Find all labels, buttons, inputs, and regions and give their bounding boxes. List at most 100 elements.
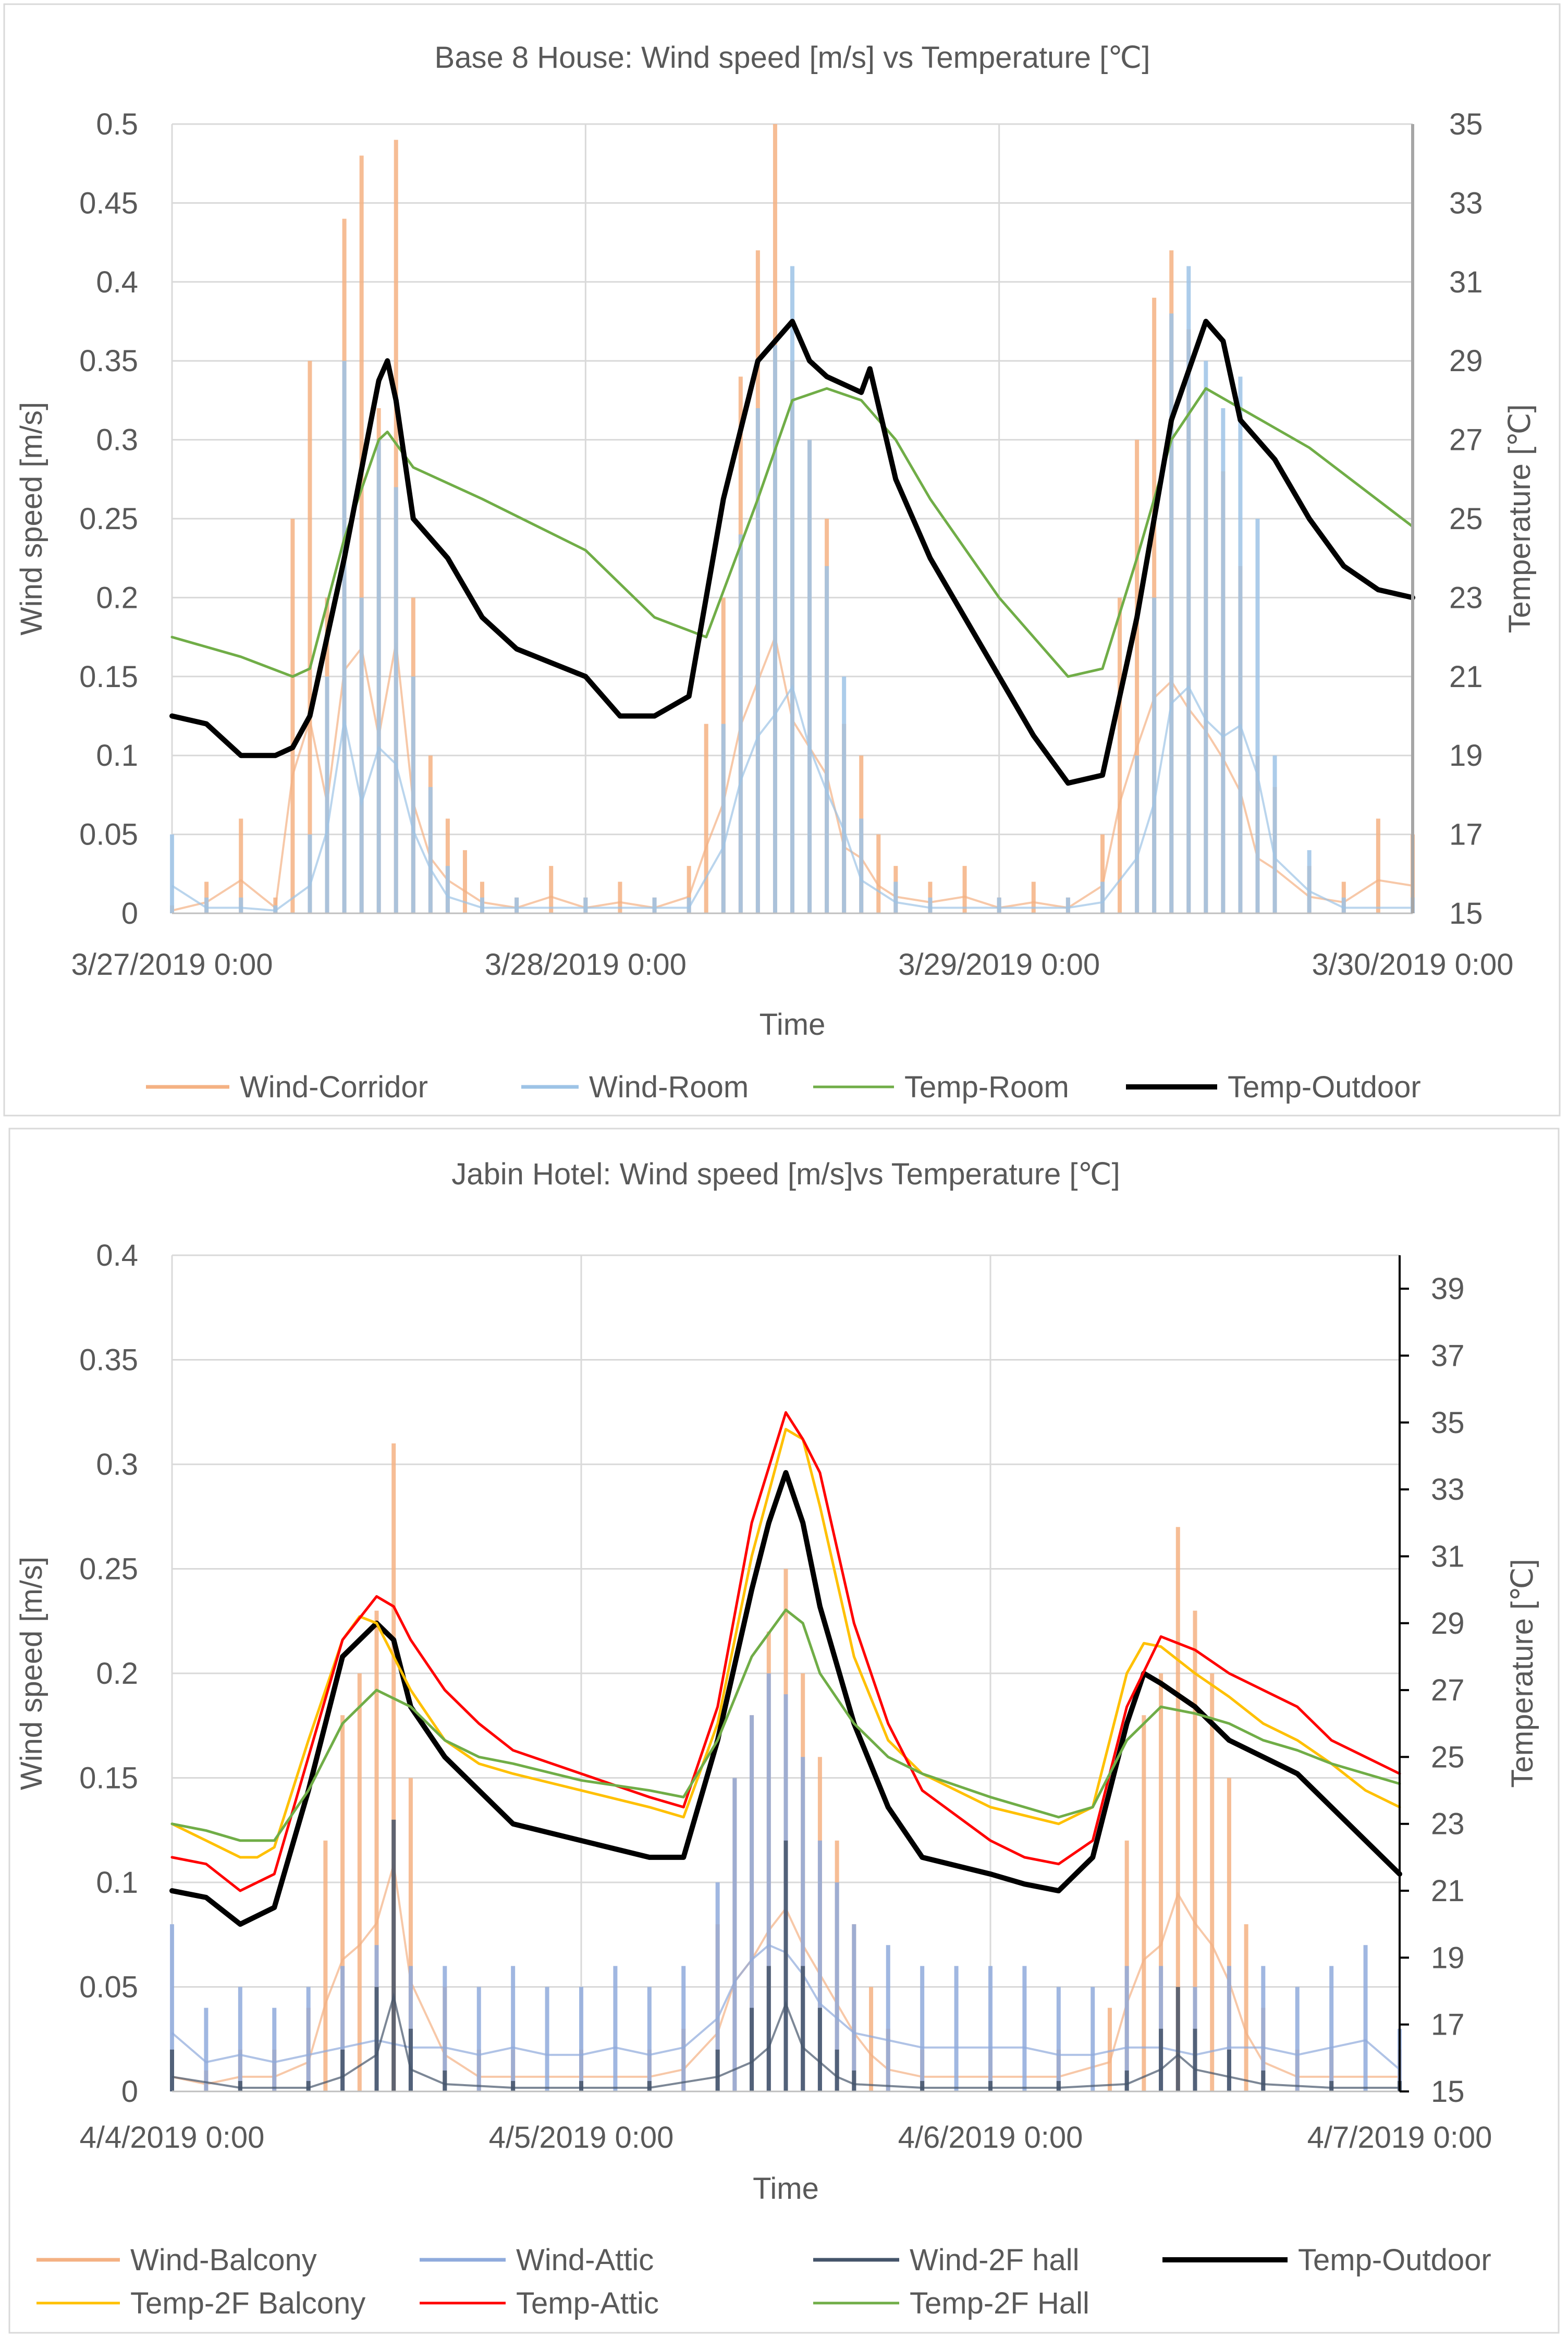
y2-tick-label: 17 <box>1431 2008 1465 2042</box>
y-tick-label: 0 <box>121 2075 138 2109</box>
y-tick-label: 0.2 <box>96 581 138 615</box>
chart-border <box>3 3 1561 1117</box>
legend: Wind-Corridor Wind-Room Temp-Room Temp-Outd… <box>146 1070 1421 1104</box>
x-axis-title: Time <box>753 2172 819 2206</box>
legend-item-temp-room: Temp-Room <box>813 1070 1069 1104</box>
y-tick-label: 0.1 <box>96 739 138 773</box>
legend-label: Temp-Outdoor <box>1298 2243 1491 2277</box>
legend-item-wind-balcony: Wind-Balcony <box>36 2243 317 2277</box>
y-axis-title: Wind speed [m/s] <box>15 1557 48 1790</box>
x-tick-label: 4/6/2019 0:00 <box>898 2121 1083 2155</box>
series-temp-attic <box>170 1411 1401 1892</box>
series-temp-outdoor <box>169 319 1415 786</box>
y2-tick-label: 37 <box>1431 1339 1465 1373</box>
y-tick-label: 0.45 <box>79 186 138 220</box>
y2-tick-label: 31 <box>1449 265 1483 299</box>
y2-tick-label: 35 <box>1431 1406 1465 1440</box>
y-tick-label: 0.15 <box>79 1761 138 1795</box>
y-tick-label: 0.25 <box>79 502 138 536</box>
y-tick-label: 0.05 <box>79 818 138 852</box>
chart-1: Base 8 House: Wind speed [m/s] vs Temper… <box>3 3 1561 1117</box>
wind-room-baseline <box>171 684 1413 912</box>
legend-label: Temp-2F Hall <box>910 2286 1089 2320</box>
y2-tick-label: 39 <box>1431 1272 1465 1306</box>
legend-item-temp-2f-hall: Temp-2F Hall <box>813 2286 1089 2320</box>
legend-label: Wind-2F hall <box>910 2243 1080 2277</box>
y2-tick-label: 33 <box>1431 1473 1465 1507</box>
x-tick-label: 4/4/2019 0:00 <box>80 2121 265 2155</box>
y-tick-label: 0.35 <box>79 1343 138 1377</box>
y-axis-title: Wind speed [m/s] <box>15 402 48 635</box>
y2-tick-label: 29 <box>1449 344 1483 378</box>
chart-title: Base 8 House: Wind speed [m/s] vs Temper… <box>435 41 1150 75</box>
y2-tick-label: 27 <box>1431 1673 1465 1707</box>
legend-item-wind-2f-hall: Wind-2F hall <box>813 2243 1080 2277</box>
y-tick-label: 0 <box>121 897 138 931</box>
y-tick-label: 0.35 <box>79 344 138 378</box>
temp-2f-hall-line <box>170 1608 1401 1842</box>
x-tick-label: 4/7/2019 0:00 <box>1307 2121 1492 2155</box>
legend-label: Wind-Balcony <box>130 2243 317 2277</box>
legend-item-wind-attic: Wind-Attic <box>420 2243 654 2277</box>
legend-label: Wind-Corridor <box>240 1070 428 1104</box>
legend-item-temp-2f-balcony: Temp-2F Balcony <box>36 2286 365 2320</box>
series-temp-2f-hall <box>170 1608 1401 1842</box>
legend-item-temp-outdoor: Temp-Outdoor <box>1162 2243 1491 2277</box>
y-tick-label: 0.4 <box>96 265 138 299</box>
wind-corridor-baseline <box>172 633 1413 912</box>
x-tick-label: 3/30/2019 0:00 <box>1312 948 1513 982</box>
chart-title: Jabin Hotel: Wind speed [m/s]vs Temperat… <box>451 1157 1120 1191</box>
y2-tick-label: 31 <box>1431 1539 1465 1573</box>
y-tick-label: 0.05 <box>79 1970 138 2004</box>
temp-outdoor-line <box>169 319 1415 786</box>
chart-2: Jabin Hotel: Wind speed [m/s]vs Temperat… <box>8 1128 1560 2334</box>
x-tick-label: 3/27/2019 0:00 <box>71 948 273 982</box>
x-tick-label: 4/5/2019 0:00 <box>489 2121 674 2155</box>
y2-tick-label: 25 <box>1449 502 1483 536</box>
y-tick-label: 0.2 <box>96 1657 138 1691</box>
y-tick-label: 0.3 <box>96 1448 138 1482</box>
y2-tick-label: 19 <box>1449 739 1483 773</box>
legend-item-wind-room: Wind-Room <box>521 1070 749 1104</box>
x-tick-label: 3/29/2019 0:00 <box>898 948 1100 982</box>
y2-tick-label: 21 <box>1431 1874 1465 1908</box>
y2-tick-label: 33 <box>1449 186 1483 220</box>
wind-balcony-baseline <box>172 1864 1400 2086</box>
y-tick-label: 0.1 <box>96 1866 138 1900</box>
y2-tick-label: 17 <box>1449 818 1483 852</box>
y2-tick-label: 29 <box>1431 1607 1465 1641</box>
legend-label: Temp-2F Balcony <box>130 2286 365 2320</box>
wind-2f-hall-baseline <box>172 1992 1400 2089</box>
x-tick-label: 3/28/2019 0:00 <box>485 948 687 982</box>
y-tick-label: 0.4 <box>96 1239 138 1272</box>
y2-tick-label: 15 <box>1431 2075 1465 2109</box>
legend: Wind-Balcony Wind-Attic Wind-2F hall Temp-O… <box>36 2243 1491 2320</box>
y2-axis-title: Temperature [℃] <box>1503 404 1537 633</box>
y2-tick-label: 21 <box>1449 660 1483 694</box>
y-tick-label: 0.15 <box>79 660 138 694</box>
y2-tick-label: 25 <box>1431 1740 1465 1774</box>
temp-attic-line <box>170 1411 1401 1892</box>
series-wind-attic <box>170 1673 1402 2091</box>
x-axis-title: Time <box>760 1008 826 1042</box>
y2-tick-label: 23 <box>1449 581 1483 615</box>
y-tick-label: 0.25 <box>79 1552 138 1586</box>
legend-item-temp-attic: Temp-Attic <box>420 2286 659 2320</box>
y2-axis-title: Temperature [℃] <box>1505 1559 1539 1788</box>
y2-tick-label: 35 <box>1449 107 1483 141</box>
y-tick-label: 0.3 <box>96 423 138 457</box>
y2-tick-label: 15 <box>1449 897 1483 931</box>
legend-label: Wind-Attic <box>516 2243 654 2277</box>
y2-tick-label: 19 <box>1431 1941 1465 1975</box>
legend-label: Wind-Room <box>589 1070 749 1104</box>
legend-label: Temp-Outdoor <box>1228 1070 1421 1104</box>
legend-label: Temp-Attic <box>516 2286 659 2320</box>
y2-tick-label: 27 <box>1449 423 1483 457</box>
legend-item-temp-outdoor: Temp-Outdoor <box>1126 1070 1421 1104</box>
legend-item-wind-corridor: Wind-Corridor <box>146 1070 428 1104</box>
series-wind-room <box>170 266 1415 913</box>
y2-tick-label: 23 <box>1431 1807 1465 1841</box>
y-tick-label: 0.5 <box>96 107 138 141</box>
legend-label: Temp-Room <box>904 1070 1069 1104</box>
